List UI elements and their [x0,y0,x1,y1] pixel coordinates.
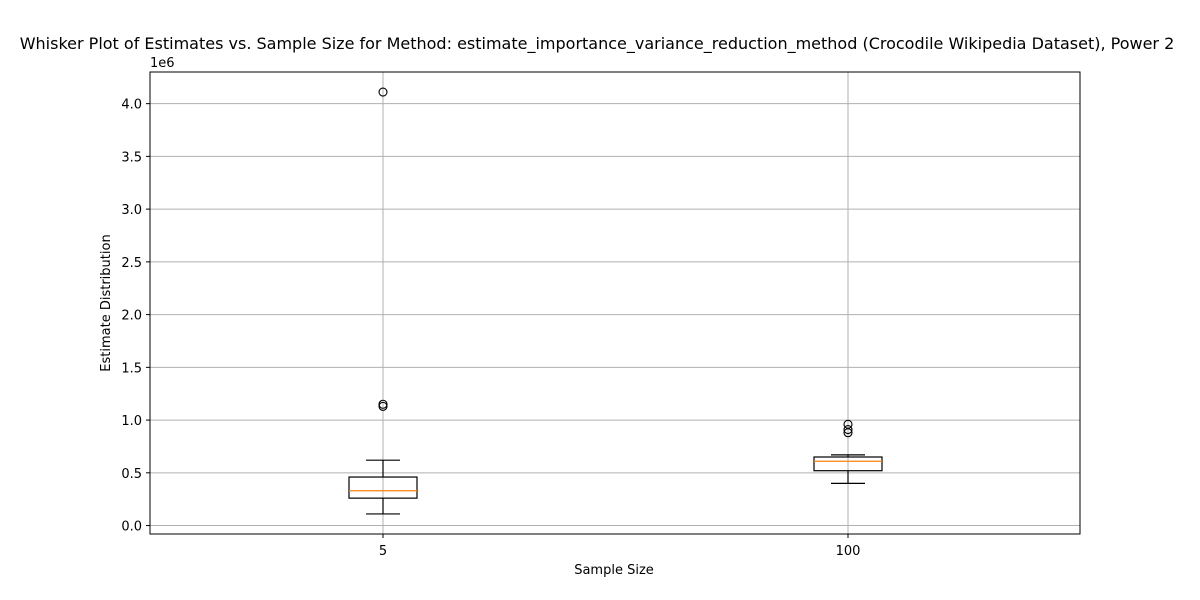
x-axis-label: Sample Size [574,563,654,578]
y-tick-label: 0.0 [121,520,142,535]
interquartile-box [348,476,418,499]
box-plot-5 [348,87,418,515]
chart-title: Whisker Plot of Estimates vs. Sample Siz… [20,34,1175,54]
box-plot-100 [813,419,883,484]
plot-frame [149,71,1081,535]
y-tick-label: 1.5 [121,361,142,376]
marks-layer [348,87,883,515]
y-tick-label: 3.5 [121,150,142,165]
outlier-point [843,425,853,435]
y-tick-label: 4.0 [121,98,142,113]
interquartile-box [813,456,883,472]
outlier-point [378,87,388,97]
grid-layer [150,72,1080,534]
y-axis-offset-label: 1e6 [150,56,175,71]
y-tick-label: 3.0 [121,203,142,218]
y-axis-label: Estimate Distribution [99,234,114,371]
x-tick-label: 5 [379,544,387,559]
y-tick-label: 2.5 [121,256,142,271]
outlier-point [843,428,853,438]
x-tick-label: 100 [836,544,861,559]
ticks-layer: 0.0 0.5 1.0 1.5 2.0 2.5 3.0 3.5 4.0 5 100 [121,98,860,559]
y-tick-label: 1.0 [121,414,142,429]
y-tick-label: 2.0 [121,309,142,324]
y-tick-label: 0.5 [121,467,142,482]
outlier-point [378,401,388,411]
